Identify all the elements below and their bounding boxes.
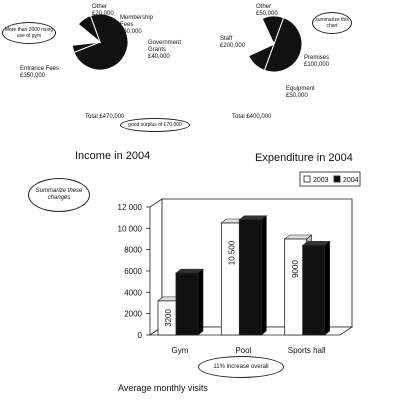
exp-equipment-label: Equipment xyxy=(286,86,315,92)
bar-data-label: 10 500 xyxy=(227,240,236,265)
exp-premises-value: £100,000 xyxy=(304,62,330,68)
income-pie xyxy=(71,13,129,71)
bar-data-label: 9000 xyxy=(291,260,300,278)
income-title: Income in 2004 xyxy=(75,150,151,162)
income-other-value: £20,000 xyxy=(92,11,114,17)
income-annotation-gym: More than 2000 rising use of gym xyxy=(2,22,56,44)
bar-annotation-summarize: Summarize these changes xyxy=(28,178,90,212)
income-entrance-label: Entrance Fees xyxy=(20,66,60,72)
legend-label-2004: 2004 xyxy=(343,177,359,184)
income-other-label: Other xyxy=(92,4,108,10)
bar-sports-hall-2004 xyxy=(302,245,326,336)
exp-other-label: Other xyxy=(256,4,272,10)
y-tick-label: 10 000 xyxy=(118,224,143,233)
exp-label-premises: Premises £100,000 xyxy=(304,55,344,69)
income-label-membership: Membership Fees £60,000 xyxy=(120,15,168,36)
y-tick-label: 2000 xyxy=(124,310,142,319)
exp-slice-equipment xyxy=(261,15,285,46)
exp-label-equipment: Equipment £50,000 xyxy=(286,86,326,100)
exp-total: Total £400,000 xyxy=(232,114,272,120)
exp-premises-label: Premises xyxy=(304,55,330,61)
income-entrance-value: £350,000 xyxy=(20,73,46,79)
bar-side-sports-hall-2004 xyxy=(324,240,330,336)
exp-equipment-value: £50,000 xyxy=(286,93,308,99)
x-category-label: Sports hall xyxy=(288,346,326,355)
bar-side-gym-2004 xyxy=(197,268,204,336)
income-label-government: Government Grants £40,000 xyxy=(148,40,188,61)
income-annotation-gym-text: More than 2000 rising use of gym xyxy=(4,27,54,39)
x-category-label: Pool xyxy=(235,346,251,355)
bar-annotation-increase: 11% increase overall xyxy=(198,356,284,378)
exp-slice-premises xyxy=(245,17,275,57)
legend-label-2003: 2003 xyxy=(313,177,329,184)
y-tick-label: 4000 xyxy=(124,288,142,297)
exp-staff-label: Staff xyxy=(220,36,233,42)
exp-annotation-summarize: summarize this chart xyxy=(312,12,352,34)
expenditure-pie xyxy=(245,15,303,73)
y-tick-label: 12 000 xyxy=(118,203,143,212)
income-label-other: Other £20,000 xyxy=(92,4,132,18)
y-tick-label: 6000 xyxy=(124,267,142,276)
income-membership-label: Membership Fees xyxy=(120,15,154,28)
bar-side-pool-2004 xyxy=(261,215,267,336)
y-tick-label: 0 xyxy=(138,331,143,340)
bar-gym-2004 xyxy=(175,272,199,336)
income-membership-value: £60,000 xyxy=(120,29,142,35)
exp-staff-value: £200,000 xyxy=(220,43,246,49)
legend-swatch-2004 xyxy=(333,175,341,183)
income-government-value: £40,000 xyxy=(148,54,170,60)
bar-pool-2004 xyxy=(238,219,262,336)
exp-label-other: Other £50,000 xyxy=(256,4,296,18)
y-tick-label: 8000 xyxy=(124,246,142,255)
income-annotation-surplus: good surplus of £70,000 xyxy=(120,118,190,132)
exp-slice-staff xyxy=(263,17,303,73)
income-government-label: Government Grants xyxy=(148,40,182,53)
legend-box xyxy=(299,171,361,187)
exp-other-value: £50,000 xyxy=(256,11,278,17)
income-label-entrance: Entrance Fees £350,000 xyxy=(20,66,60,80)
exp-annotation-summarize-text: summarize this chart xyxy=(315,17,349,29)
income-annotation-surplus-text: good surplus of £70,000 xyxy=(128,122,182,128)
exp-label-staff: Staff £200,000 xyxy=(220,36,260,50)
legend-swatch-2003 xyxy=(303,175,311,183)
bar-chart: 0 2000 4000 6000 8000 10 000 12 000 3200 Gym 10 5… xyxy=(118,171,361,355)
bar-annotation-summarize-text: Summarize these changes xyxy=(35,188,83,201)
bar-data-label: 3200 xyxy=(164,308,173,326)
bar-annotation-increase-text: 11% increase overall xyxy=(213,363,269,370)
x-category-label: Gym xyxy=(172,346,189,355)
income-slice-government-grants xyxy=(77,15,102,44)
expenditure-title: Expenditure in 2004 xyxy=(255,152,353,164)
income-total: Total £470,000 xyxy=(85,114,125,120)
income-slice-entrance-fees xyxy=(73,13,129,71)
bar-chart-title: Average monthly visits xyxy=(118,383,208,393)
